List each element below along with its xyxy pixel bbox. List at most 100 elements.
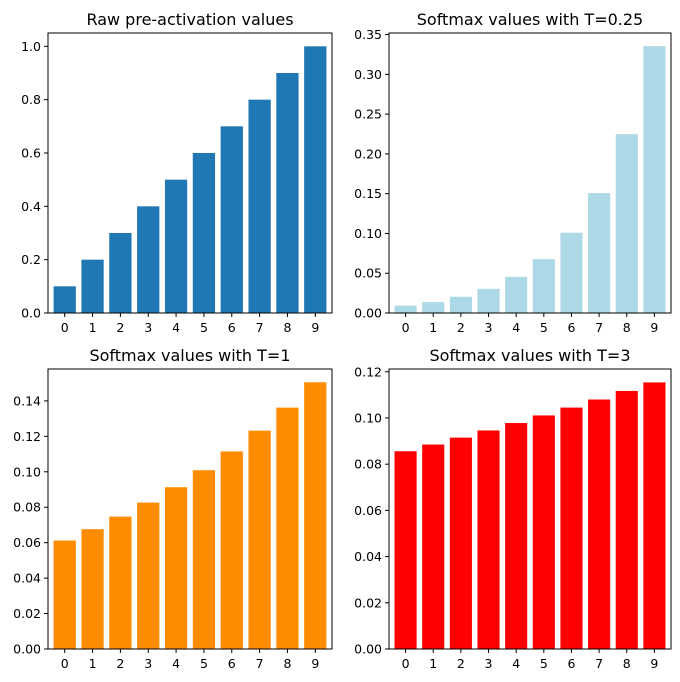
x-tick-label: 9 <box>311 320 319 335</box>
y-tick-label: 0.6 <box>21 146 41 161</box>
axes-frame <box>388 32 672 314</box>
x-tick-label: 4 <box>172 656 180 671</box>
chart-title: Softmax values with T=1 <box>89 346 290 365</box>
y-tick-label: 0.02 <box>354 595 382 610</box>
bar <box>276 73 299 313</box>
bar <box>532 259 555 313</box>
bar <box>81 529 104 649</box>
y-tick-label: 1.0 <box>21 39 41 54</box>
y-tick-label: 0.04 <box>354 549 382 564</box>
y-tick-label: 0.8 <box>21 92 41 107</box>
bar <box>109 516 132 649</box>
bar <box>109 233 132 313</box>
axes-frame <box>47 368 333 650</box>
y-tick-label: 0.4 <box>21 199 41 214</box>
bar <box>643 382 666 649</box>
bar <box>422 302 445 313</box>
y-tick-label: 0.06 <box>13 535 41 550</box>
y-tick-label: 0.00 <box>354 306 382 321</box>
x-tick-label: 2 <box>457 656 465 671</box>
y-tick-label: 0.14 <box>13 393 41 408</box>
axes-frame <box>388 368 672 650</box>
bar <box>394 305 417 313</box>
bar <box>615 390 638 649</box>
chart-title: Raw pre-activation values <box>86 10 293 29</box>
bar <box>304 46 327 313</box>
x-tick-label: 9 <box>311 656 319 671</box>
axes-frame <box>47 32 333 314</box>
x-tick-label: 4 <box>512 656 520 671</box>
bar <box>248 430 271 649</box>
x-tick-label: 5 <box>200 320 208 335</box>
bar <box>137 206 160 313</box>
x-tick-label: 0 <box>61 320 69 335</box>
x-tick-label: 9 <box>650 320 658 335</box>
bar <box>192 153 216 313</box>
x-tick-label: 8 <box>283 656 291 671</box>
y-tick-label: 0.10 <box>13 464 41 479</box>
bar <box>505 276 528 313</box>
bar <box>53 286 76 313</box>
y-tick-label: 0.00 <box>13 642 41 657</box>
bar <box>137 502 160 649</box>
bar <box>643 46 666 314</box>
y-tick-label: 0.12 <box>13 429 41 444</box>
bar <box>81 259 104 313</box>
y-tick-label: 0.08 <box>13 500 41 515</box>
x-tick-label: 5 <box>200 656 208 671</box>
bar <box>449 437 472 649</box>
x-tick-label: 4 <box>512 320 520 335</box>
bar <box>560 407 583 649</box>
x-tick-label: 6 <box>228 320 236 335</box>
subplot-3: Softmax values with T=3 0 1 2 3 4 5 6 7 8 9 0.00 0.0… <box>354 346 672 671</box>
x-tick-label: 7 <box>256 320 264 335</box>
y-tick-label: 0.0 <box>21 306 41 321</box>
x-tick-label: 3 <box>485 656 493 671</box>
x-tick-label: 0 <box>402 320 410 335</box>
x-tick-label: 9 <box>650 656 658 671</box>
y-tick-label: 0.02 <box>13 606 41 621</box>
bar <box>248 99 271 314</box>
bar <box>477 430 500 649</box>
chart-title: Softmax values with T=3 <box>429 346 630 365</box>
x-tick-label: 1 <box>89 320 97 335</box>
x-tick-label: 8 <box>623 320 631 335</box>
x-tick-label: 5 <box>540 320 548 335</box>
x-tick-label: 1 <box>429 656 437 671</box>
x-tick-label: 2 <box>116 656 124 671</box>
x-tick-label: 0 <box>61 656 69 671</box>
bar <box>192 470 216 649</box>
y-tick-label: 0.25 <box>354 107 382 122</box>
x-tick-label: 0 <box>402 656 410 671</box>
x-tick-label: 4 <box>172 320 180 335</box>
bar <box>477 288 500 313</box>
x-tick-label: 6 <box>228 656 236 671</box>
y-tick-label: 0.06 <box>354 503 382 518</box>
bar <box>422 444 445 649</box>
y-tick-label: 0.15 <box>354 186 382 201</box>
bar <box>164 487 188 649</box>
x-tick-label: 8 <box>283 320 291 335</box>
y-tick-label: 0.12 <box>354 364 382 379</box>
bar <box>532 415 555 649</box>
x-tick-label: 6 <box>567 656 575 671</box>
bar <box>560 232 583 313</box>
bar <box>220 451 243 649</box>
x-tick-label: 5 <box>540 656 548 671</box>
subplot-0: Raw pre-activation values 0 1 2 3 4 5 6 7 8 9 0.0 0.… <box>21 10 333 335</box>
x-tick-label: 2 <box>116 320 124 335</box>
x-tick-label: 7 <box>256 656 264 671</box>
bar <box>588 399 611 649</box>
x-tick-label: 7 <box>595 656 603 671</box>
y-tick-label: 0.2 <box>21 252 41 267</box>
x-tick-label: 2 <box>457 320 465 335</box>
y-tick-label: 0.10 <box>354 226 382 241</box>
x-tick-label: 3 <box>144 656 152 671</box>
bar <box>164 179 188 313</box>
y-tick-label: 0.08 <box>354 457 382 472</box>
y-tick-label: 0.00 <box>354 642 382 657</box>
bar <box>449 296 472 313</box>
subplot-1: Softmax values with T=0.25 0 1 2 3 4 5 6 7 8 9 0.00… <box>354 10 672 335</box>
subplot-2: Softmax values with T=1 0 1 2 3 4 5 6 7 8 9 0.00 0.0… <box>13 346 333 671</box>
